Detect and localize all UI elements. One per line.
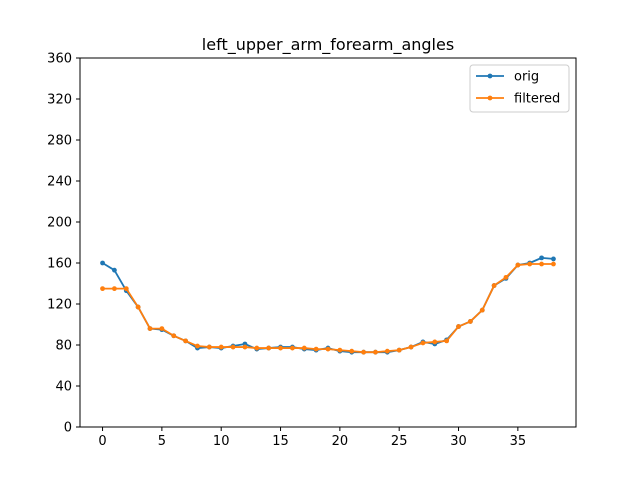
data-point-filtered (183, 338, 189, 344)
data-point-orig (112, 267, 117, 273)
data-point-filtered (491, 283, 497, 288)
data-point-filtered (515, 262, 521, 268)
x-axis: 0 5 10 15 20 25 30 35 (98, 427, 526, 449)
data-point-filtered (171, 333, 177, 339)
legend-swatch-marker-filtered (487, 95, 493, 101)
y-tick-label: 360 (47, 52, 72, 67)
x-tick-label: 30 (450, 434, 467, 449)
x-tick-label: 5 (158, 434, 166, 449)
data-point-filtered (195, 343, 200, 349)
data-point-filtered (159, 326, 165, 331)
y-tick-label: 0 (64, 421, 72, 436)
data-point-filtered (266, 345, 272, 351)
data-point-filtered (254, 345, 260, 351)
data-point-filtered (218, 344, 224, 350)
data-point-filtered (420, 340, 426, 346)
data-point-filtered (539, 261, 544, 267)
legend-label-filtered: filtered (514, 92, 560, 107)
data-point-filtered (112, 286, 117, 292)
data-point-filtered (301, 345, 307, 351)
data-point-filtered (479, 307, 485, 313)
y-axis: 0 40 80 120 160 200 240 280 320 360 (47, 52, 80, 436)
data-point-filtered (349, 348, 355, 354)
data-point-filtered (456, 324, 461, 329)
x-tick-label: 0 (98, 434, 106, 449)
x-tick-label: 25 (391, 434, 408, 449)
x-tick-label: 10 (213, 434, 230, 449)
plot-frame (79, 57, 577, 428)
data-point-orig (551, 256, 556, 262)
y-tick-label: 160 (47, 257, 72, 272)
y-tick-label: 320 (47, 93, 72, 108)
data-point-filtered (551, 261, 556, 267)
x-tick-label: 20 (332, 434, 349, 449)
data-point-filtered (123, 286, 129, 292)
data-point-filtered (242, 344, 248, 350)
y-tick-label: 280 (47, 134, 72, 149)
data-point-filtered (325, 346, 331, 352)
data-point-filtered (100, 286, 105, 292)
data-point-filtered (444, 338, 450, 344)
y-tick-label: 200 (47, 216, 72, 231)
y-tick-label: 240 (47, 175, 72, 190)
data-point-filtered (290, 345, 295, 351)
y-tick-label: 40 (55, 380, 72, 395)
data-point-filtered (396, 347, 402, 353)
y-tick-label: 80 (55, 339, 72, 354)
data-point-filtered (135, 304, 141, 310)
data-point-filtered (467, 319, 473, 324)
data-point-filtered (432, 339, 438, 345)
data-point-orig (100, 260, 105, 266)
legend: orig filtered (469, 64, 570, 113)
x-tick-label: 35 (510, 434, 527, 449)
data-point-filtered (230, 344, 236, 350)
legend-swatch-marker-orig (487, 73, 493, 79)
data-point-filtered (278, 345, 283, 351)
data-point-filtered (147, 326, 153, 331)
data-point-filtered (361, 349, 366, 355)
legend-label-orig: orig (514, 70, 539, 85)
plot-marks (100, 255, 556, 355)
data-point-filtered (503, 274, 509, 280)
data-point-filtered (313, 346, 319, 352)
data-point-orig (539, 255, 544, 261)
data-point-filtered (206, 344, 212, 350)
y-tick-label: 120 (47, 298, 72, 313)
data-point-filtered (527, 261, 533, 267)
data-point-filtered (373, 349, 378, 355)
data-point-filtered (384, 348, 390, 354)
data-point-filtered (337, 347, 343, 353)
data-point-filtered (408, 344, 414, 350)
chart-title: left_upper_arm_forearm_angles (202, 35, 454, 55)
x-tick-label: 15 (272, 434, 289, 449)
